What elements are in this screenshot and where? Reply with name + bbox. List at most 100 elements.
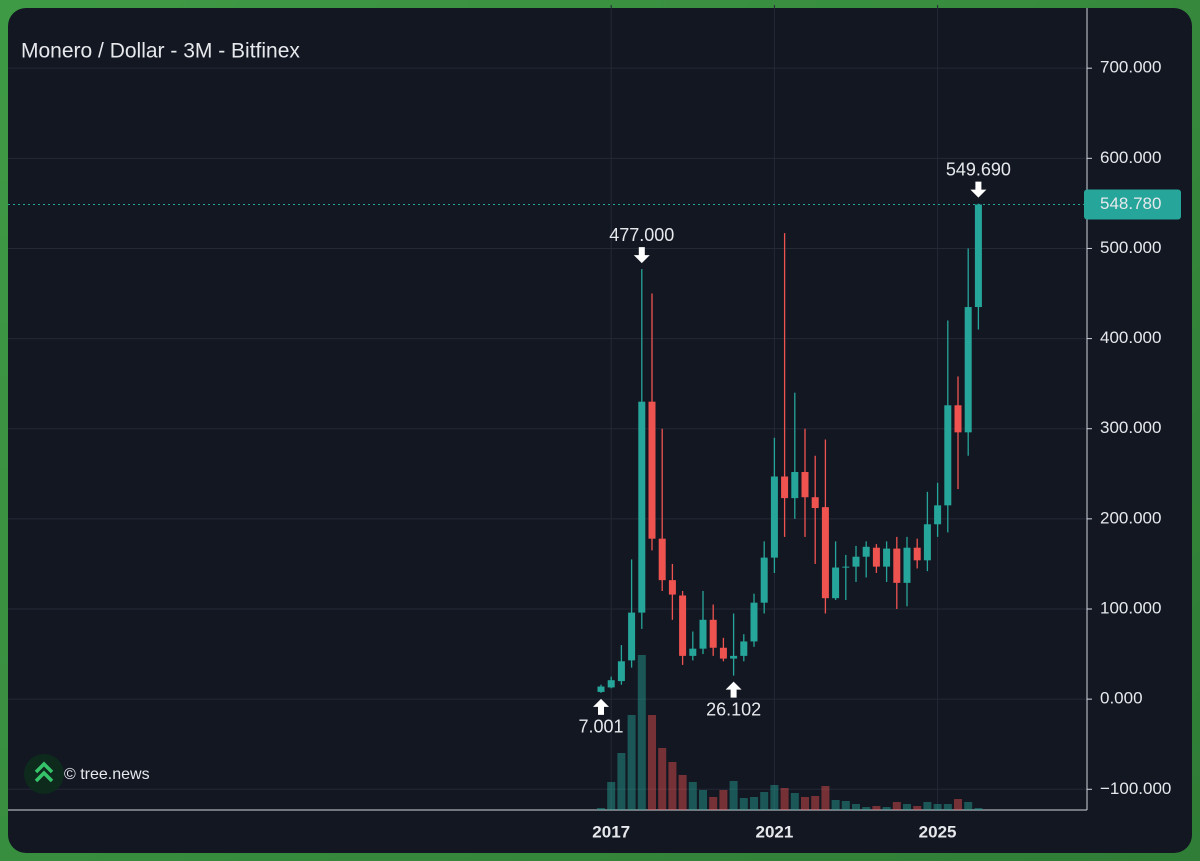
annotation-label: 7.001	[578, 717, 623, 737]
volume-bar	[617, 753, 626, 810]
logo	[24, 754, 64, 794]
candle-body	[832, 567, 840, 599]
volume-bar	[648, 715, 656, 810]
candle-body	[842, 566, 850, 568]
chart-title: Monero / Dollar - 3M - Bitfinex	[21, 40, 300, 63]
volume-bar	[597, 808, 605, 810]
candle-body	[638, 401, 646, 613]
candle-body	[719, 647, 727, 659]
volume-bar	[892, 802, 901, 810]
candle-body	[699, 619, 707, 649]
candle-body	[913, 547, 921, 561]
volume-bar	[760, 792, 769, 810]
candle-body	[750, 602, 758, 642]
candle-body	[760, 557, 768, 603]
volume-bar	[903, 804, 911, 810]
x-tick-label: 2025	[919, 822, 957, 841]
x-tick-label: 2017	[592, 822, 630, 841]
y-tick-label: 300.000	[1100, 418, 1161, 437]
annotation-label: 477.000	[609, 225, 674, 245]
volume-bar	[668, 762, 677, 810]
logo-chevrons	[34, 761, 54, 783]
last-price-box	[1084, 189, 1181, 220]
candle-body	[679, 595, 687, 656]
candle-body	[607, 680, 615, 688]
candle-body	[740, 641, 748, 656]
volume-bar	[862, 807, 871, 810]
volume-bar	[688, 782, 697, 810]
candle-body	[801, 471, 809, 498]
volume-bar	[790, 793, 799, 810]
volume-bar	[801, 797, 809, 810]
candle-body	[852, 556, 860, 567]
candle-body	[872, 547, 880, 567]
y-tick-label: 500.000	[1100, 238, 1161, 257]
volume-bar	[964, 802, 973, 810]
y-tick-label: 400.000	[1100, 328, 1161, 347]
volume-bar	[811, 796, 820, 810]
annotation-arrow	[725, 681, 742, 698]
volume-bar	[882, 807, 891, 810]
annotation-label: 549.690	[946, 159, 1011, 179]
volume-bar	[770, 785, 779, 810]
x-tick-label: 2021	[755, 822, 793, 841]
candle-body	[811, 497, 819, 509]
y-tick-label: 700.000	[1100, 58, 1161, 77]
volume-bar	[923, 802, 932, 810]
candle-body	[923, 524, 931, 561]
volume-bar	[913, 806, 922, 810]
volume-bar	[627, 715, 636, 810]
volume-bar	[729, 781, 738, 810]
volume-bar	[699, 790, 707, 810]
volume-bar	[954, 799, 962, 810]
candle-body	[883, 548, 891, 567]
candle-body	[689, 648, 697, 656]
volume-bar	[719, 790, 728, 810]
volume-bar	[831, 800, 840, 810]
volume-bar	[709, 797, 718, 810]
candle-body	[893, 548, 901, 583]
volume-bar	[637, 655, 646, 810]
volume-bar	[750, 797, 758, 810]
volume-bar	[872, 806, 881, 810]
y-tick-label: 600.000	[1100, 148, 1161, 167]
candle-body	[964, 307, 972, 433]
volume-bar	[607, 782, 616, 810]
candle-body	[628, 612, 636, 661]
candle-body	[781, 476, 789, 499]
candle-body	[658, 538, 666, 581]
volume-bar	[933, 804, 942, 810]
watermark: © tree.news	[64, 766, 150, 783]
candle-body	[862, 546, 870, 557]
volume-bar	[678, 775, 687, 810]
candle-body	[791, 471, 799, 499]
volume-bar	[780, 788, 789, 810]
volume-bar	[943, 804, 952, 810]
y-tick-label: −100.000	[1100, 779, 1171, 798]
candle-body	[617, 661, 625, 682]
candle-body	[648, 401, 656, 539]
annotation-arrow	[593, 698, 609, 715]
volume-bar	[974, 808, 983, 810]
candle-body	[709, 619, 717, 648]
candle-body	[954, 405, 962, 433]
candle-body	[903, 547, 911, 583]
candle-body	[668, 580, 676, 595]
candle-body	[730, 655, 738, 659]
volume-bar	[852, 804, 860, 810]
annotation-label: 26.102	[706, 699, 761, 719]
y-tick-label: 100.000	[1100, 598, 1161, 617]
volume-bar	[739, 798, 748, 810]
annotation-arrow	[970, 181, 987, 198]
annotation-arrow	[633, 247, 650, 264]
candle-body	[944, 405, 952, 506]
y-tick-label: 0.000	[1100, 689, 1143, 708]
candle-body	[934, 505, 942, 525]
y-tick-label: 200.000	[1100, 508, 1161, 527]
volume-bar	[658, 748, 667, 810]
volume-bar	[841, 801, 850, 810]
volume-bar	[821, 786, 830, 810]
candle-body	[821, 507, 829, 599]
